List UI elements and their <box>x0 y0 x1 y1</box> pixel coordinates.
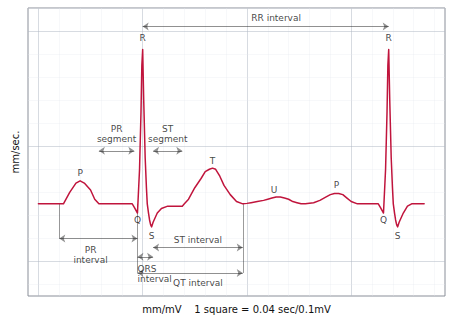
svg-text:T: T <box>209 156 216 166</box>
svg-text:Q: Q <box>134 215 141 225</box>
svg-text:R: R <box>386 33 392 43</box>
svg-text:P: P <box>77 168 83 178</box>
svg-text:mm/sec.: mm/sec. <box>10 131 21 174</box>
svg-text:segment: segment <box>97 134 137 144</box>
svg-text:QT interval: QT interval <box>173 278 223 288</box>
svg-text:S: S <box>149 231 155 241</box>
svg-text:interval: interval <box>73 255 107 265</box>
svg-text:ST interval: ST interval <box>174 235 222 245</box>
svg-text:segment: segment <box>148 134 188 144</box>
svg-text:PR: PR <box>85 245 97 255</box>
svg-text:ST: ST <box>162 124 174 134</box>
svg-text:PR: PR <box>111 124 123 134</box>
svg-text:QRS: QRS <box>137 264 156 274</box>
svg-text:RR interval: RR interval <box>251 13 301 23</box>
svg-text:U: U <box>271 185 278 195</box>
svg-text:Q: Q <box>380 215 387 225</box>
svg-text:S: S <box>395 231 401 241</box>
svg-text:P: P <box>334 180 340 190</box>
svg-text:R: R <box>140 33 146 43</box>
svg-text:interval: interval <box>137 274 171 284</box>
svg-text:mm/mV 1 square = 0.04 sec/0: mm/mV 1 square = 0.04 sec/0.1mV <box>142 304 331 315</box>
